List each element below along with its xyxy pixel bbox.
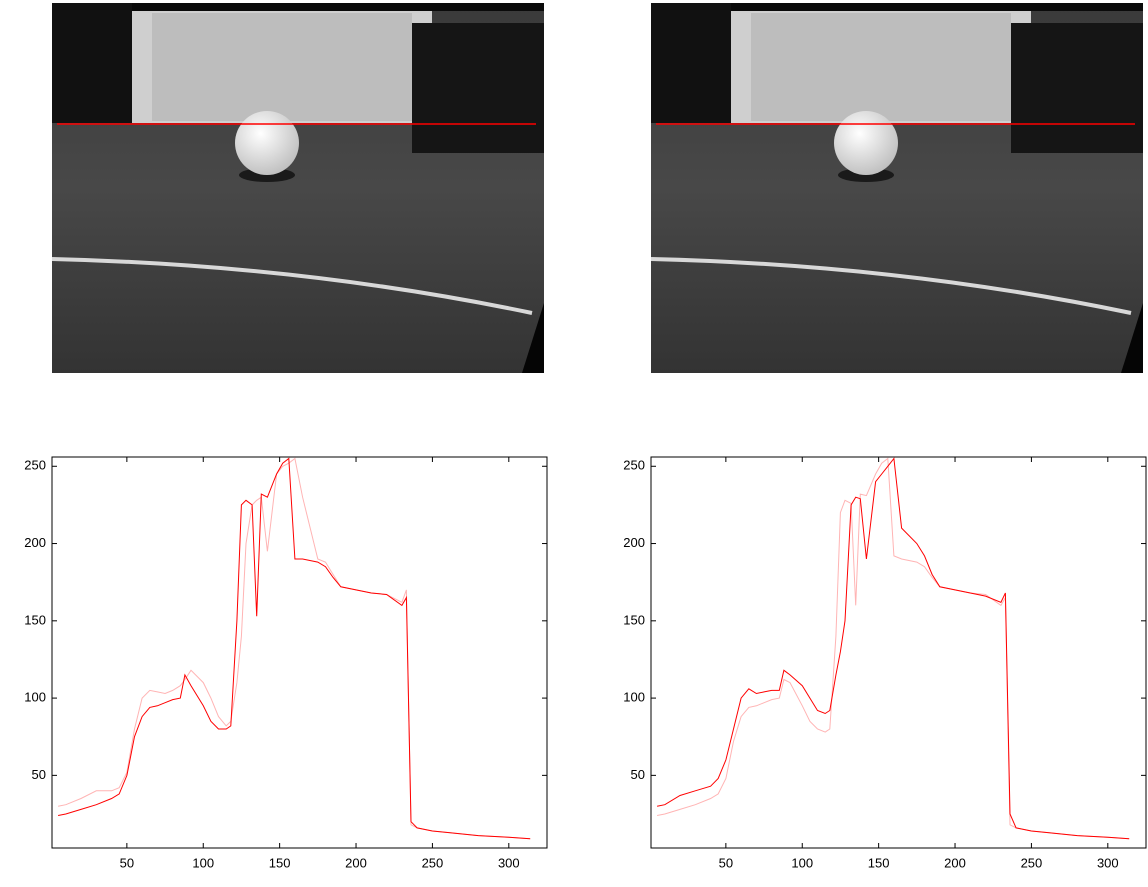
y-tick-label: 200 [623,535,645,550]
y-tick-label: 50 [32,767,46,782]
y-tick-label: 50 [631,767,645,782]
x-tick-label: 50 [120,855,134,870]
x-tick-label: 50 [719,855,733,870]
data-line [58,457,531,840]
plot-area [650,456,1147,849]
plot-area [51,456,548,849]
camera-image [649,1,1145,375]
camera-image [50,1,546,375]
x-tick-label: 200 [345,855,367,870]
x-tick-label: 100 [192,855,214,870]
x-tick-label: 250 [422,855,444,870]
x-tick-label: 300 [1097,855,1119,870]
y-tick-label: 100 [24,690,46,705]
y-tick-label: 200 [24,535,46,550]
x-tick-label: 100 [791,855,813,870]
x-tick-label: 300 [498,855,520,870]
data-line [657,457,1130,840]
x-tick-label: 200 [944,855,966,870]
x-tick-label: 250 [1021,855,1043,870]
data-line [656,457,1130,840]
x-tick-label: 150 [868,855,890,870]
y-tick-label: 150 [623,612,645,627]
y-tick-label: 250 [623,458,645,473]
x-tick-label: 150 [269,855,291,870]
y-tick-label: 100 [623,690,645,705]
y-tick-label: 250 [24,458,46,473]
y-tick-label: 150 [24,612,46,627]
